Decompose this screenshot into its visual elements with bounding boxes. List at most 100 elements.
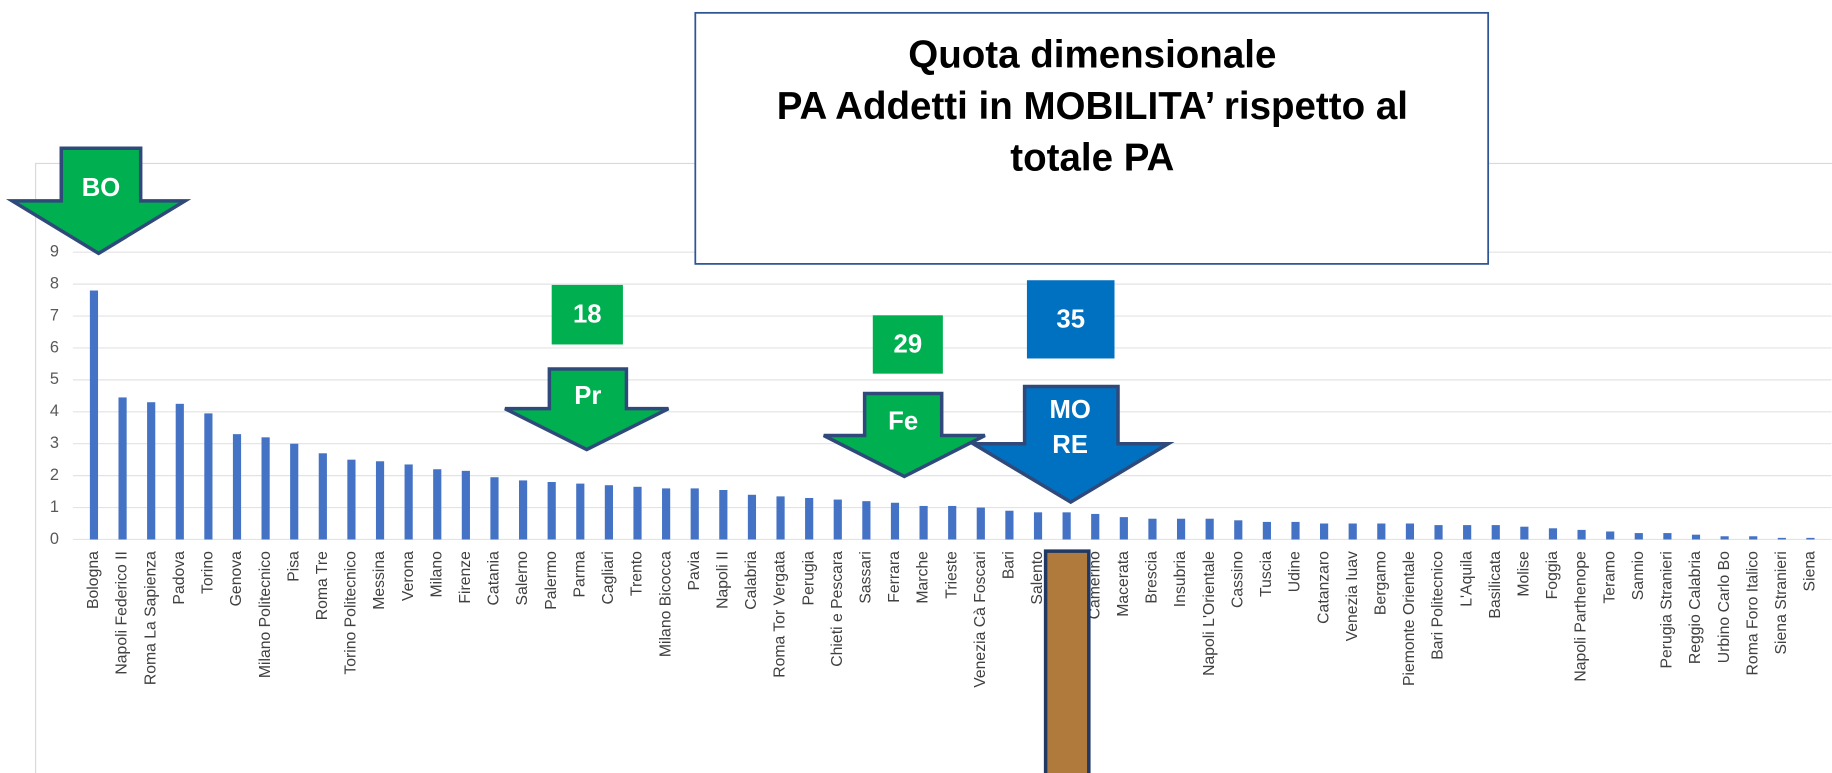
bar	[518, 480, 528, 540]
x-tick-label: Napoli Federico II	[114, 551, 131, 674]
bar	[1348, 523, 1357, 540]
y-tick-label: 0	[50, 530, 59, 548]
bar	[719, 489, 728, 540]
x-tick-label: Palermo	[543, 551, 560, 610]
bar	[576, 483, 585, 540]
bar	[547, 482, 556, 540]
bar	[1091, 513, 1100, 540]
bar	[1491, 525, 1500, 540]
bar	[1062, 512, 1071, 540]
x-tick-label: Padova	[171, 551, 188, 605]
y-tick-label: 9	[50, 243, 59, 261]
bar	[175, 403, 184, 540]
x-tick-label: Udine	[1287, 551, 1304, 592]
x-tick-label: Bari Politecnico	[1430, 551, 1447, 660]
y-tick-label: 2	[50, 466, 59, 484]
x-tick-label: Urbino Carlo Bo	[1716, 551, 1733, 663]
x-tick-label: Teramo	[1601, 551, 1618, 604]
bar	[461, 470, 470, 540]
bar	[89, 290, 99, 540]
x-tick-label: Brescia	[1144, 551, 1161, 604]
y-tick-label: 6	[50, 338, 59, 356]
x-tick-label: Cagliari	[600, 551, 617, 604]
bar	[662, 488, 671, 540]
bar	[1720, 536, 1729, 540]
arrow	[966, 384, 1175, 505]
x-tick-label: L'Aquila	[1458, 551, 1475, 607]
bar	[690, 488, 699, 540]
x-tick-label: Molise	[1516, 551, 1533, 597]
x-tick-label: Perugia	[800, 551, 817, 606]
rank-box	[551, 284, 623, 345]
bar	[604, 485, 613, 540]
bar	[862, 501, 871, 540]
x-tick-label: Perugia Stranieri	[1659, 551, 1676, 668]
bar	[1634, 533, 1643, 540]
bar	[1749, 536, 1758, 540]
x-tick-label: Napoli L'Orientale	[1201, 551, 1218, 676]
rank-label: 18	[573, 301, 602, 329]
x-tick-label: Basilicata	[1487, 551, 1504, 619]
bar	[404, 464, 413, 540]
bar	[1606, 531, 1615, 540]
x-tick-label: Reggio Calabria	[1687, 551, 1704, 664]
bar	[1777, 537, 1786, 540]
bar	[232, 434, 242, 540]
y-tick-label: 5	[50, 370, 59, 388]
bar	[1234, 520, 1243, 540]
arrow	[822, 391, 986, 479]
x-tick-label: Chieti e Pescara	[829, 551, 846, 667]
bar	[805, 497, 814, 540]
bar	[1548, 528, 1558, 540]
bar	[204, 413, 213, 540]
x-tick-label: Torino	[200, 551, 217, 594]
x-tick-label: Verona	[400, 551, 417, 601]
x-tick-label: Napoli II	[714, 551, 731, 609]
bar	[433, 469, 442, 540]
x-tick-label: Salerno	[514, 551, 531, 606]
bar	[1205, 518, 1214, 540]
x-tick-label: Bergamo	[1372, 551, 1389, 615]
bar	[318, 453, 327, 540]
bar	[1033, 512, 1043, 540]
x-tick-label: Camerino	[1086, 551, 1103, 620]
arrow-label: Pr	[574, 382, 601, 410]
bar	[1691, 534, 1701, 540]
bar	[1377, 523, 1386, 540]
arrow	[504, 367, 670, 452]
x-tick-label: Calabria	[743, 551, 760, 610]
bar	[1434, 525, 1443, 540]
x-tick-label: Bari	[1001, 551, 1018, 579]
bar	[261, 437, 270, 540]
bar	[948, 505, 957, 540]
x-tick-label: Parma	[571, 551, 588, 598]
chart-title: totale PA	[1010, 136, 1174, 179]
bar	[1005, 510, 1014, 540]
x-tick-label: Trento	[629, 551, 646, 596]
x-tick-label: Salento	[1029, 551, 1046, 605]
bar	[290, 443, 299, 540]
bar	[118, 397, 127, 540]
bar	[490, 477, 499, 540]
x-tick-label: Macerata	[1115, 551, 1132, 617]
x-tick-label: Insubria	[1172, 551, 1189, 607]
bar	[1463, 525, 1472, 540]
bar	[1291, 521, 1300, 540]
y-tick-label: 3	[50, 434, 59, 452]
x-tick-label: Venezia Cà Foscari	[972, 551, 989, 688]
x-tick-label: Catania	[486, 551, 503, 606]
bar	[1148, 518, 1157, 540]
x-tick-label: Roma Foro Italico	[1744, 551, 1761, 676]
x-tick-label: Ferrara	[886, 551, 903, 603]
bar	[1520, 526, 1529, 540]
bar	[1320, 523, 1329, 540]
arrow-label: BO	[82, 174, 121, 202]
rank-box	[1026, 280, 1115, 359]
y-tick-label: 7	[50, 306, 59, 324]
x-tick-label: Sannio	[1630, 551, 1647, 600]
rank-label: 35	[1056, 305, 1085, 333]
arrow-label-line: MO	[1049, 396, 1090, 424]
bar	[919, 505, 928, 540]
chart-title: Quota dimensionale	[908, 34, 1276, 77]
